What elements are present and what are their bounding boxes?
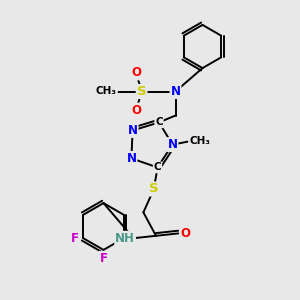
Text: CH₃: CH₃ xyxy=(189,136,210,146)
Text: O: O xyxy=(131,103,141,117)
Text: N: N xyxy=(126,152,136,165)
Text: F: F xyxy=(100,252,107,265)
Text: C: C xyxy=(154,162,161,172)
Text: CH₃: CH₃ xyxy=(96,86,117,97)
Text: N: N xyxy=(167,138,178,151)
Text: C: C xyxy=(155,117,163,128)
Text: O: O xyxy=(131,66,141,80)
Text: O: O xyxy=(180,227,190,240)
Text: N: N xyxy=(170,85,181,98)
Text: S: S xyxy=(137,85,146,98)
Text: S: S xyxy=(149,182,159,196)
Text: N: N xyxy=(128,124,138,137)
Text: F: F xyxy=(71,232,79,245)
Text: NH: NH xyxy=(115,232,135,245)
